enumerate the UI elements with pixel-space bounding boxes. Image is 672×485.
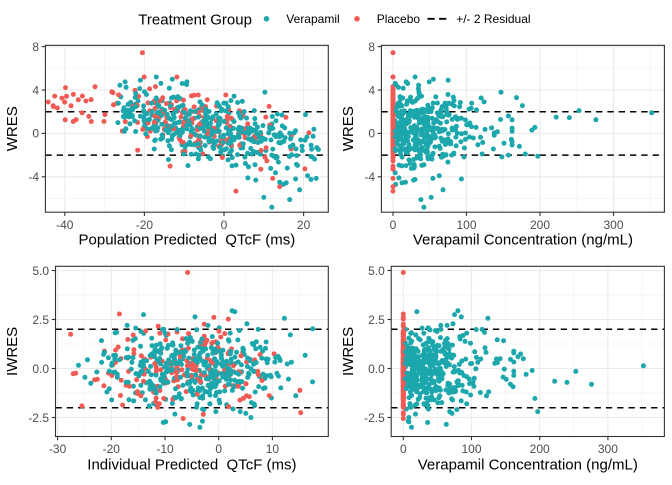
svg-text:-2.5: -2.5 [28, 411, 49, 425]
svg-text:8: 8 [368, 40, 375, 54]
svg-text:IWRES: IWRES [4, 327, 21, 376]
svg-text:200: 200 [530, 218, 550, 232]
svg-text:-4: -4 [364, 170, 375, 184]
svg-text:+/- 2 Residual: +/- 2 Residual [456, 12, 530, 26]
svg-text:-20: -20 [136, 218, 154, 232]
svg-text:10: 10 [266, 442, 280, 456]
svg-text:200: 200 [530, 442, 550, 456]
svg-text:-30: -30 [49, 442, 67, 456]
svg-text:WRES: WRES [4, 106, 21, 151]
svg-text:4: 4 [32, 83, 39, 97]
svg-text:-40: -40 [56, 218, 74, 232]
svg-text:IWRES: IWRES [340, 327, 357, 376]
svg-text:0: 0 [32, 127, 39, 141]
svg-text:2.5: 2.5 [368, 313, 385, 327]
svg-text:-2.5: -2.5 [364, 411, 385, 425]
svg-text:Verapamil Concentration (ng/mL: Verapamil Concentration (ng/mL) [413, 232, 633, 249]
svg-text:Verapamil: Verapamil [286, 12, 339, 26]
svg-text:20: 20 [297, 218, 311, 232]
svg-text:8: 8 [32, 40, 39, 54]
svg-text:Population Predicted QTcF (ms: Population Predicted QTcF (ms) [79, 232, 296, 249]
svg-text:-10: -10 [156, 442, 174, 456]
svg-text:5.0: 5.0 [32, 264, 49, 278]
svg-text:2.5: 2.5 [32, 313, 49, 327]
svg-text:0.0: 0.0 [368, 362, 385, 376]
svg-text:0: 0 [368, 127, 375, 141]
svg-text:0: 0 [390, 218, 397, 232]
svg-text:300: 300 [603, 218, 623, 232]
svg-text:WRES: WRES [340, 106, 357, 151]
svg-text:100: 100 [461, 442, 481, 456]
svg-text:100: 100 [456, 218, 476, 232]
svg-text:4: 4 [368, 83, 375, 97]
svg-text:-4: -4 [28, 170, 39, 184]
svg-text:0: 0 [400, 442, 407, 456]
svg-text:Individual Predicted QTcF (ms: Individual Predicted QTcF (ms) [87, 456, 296, 473]
svg-text:300: 300 [598, 442, 618, 456]
svg-text:-20: -20 [103, 442, 121, 456]
svg-text:Treatment Group: Treatment Group [138, 11, 252, 28]
svg-text:Verapamil Concentration (ng/mL: Verapamil Concentration (ng/mL) [418, 456, 638, 473]
svg-text:0: 0 [221, 218, 228, 232]
svg-text:0.0: 0.0 [32, 362, 49, 376]
svg-text:0: 0 [215, 442, 222, 456]
svg-text:5.0: 5.0 [368, 264, 385, 278]
svg-text:Placebo: Placebo [377, 12, 421, 26]
